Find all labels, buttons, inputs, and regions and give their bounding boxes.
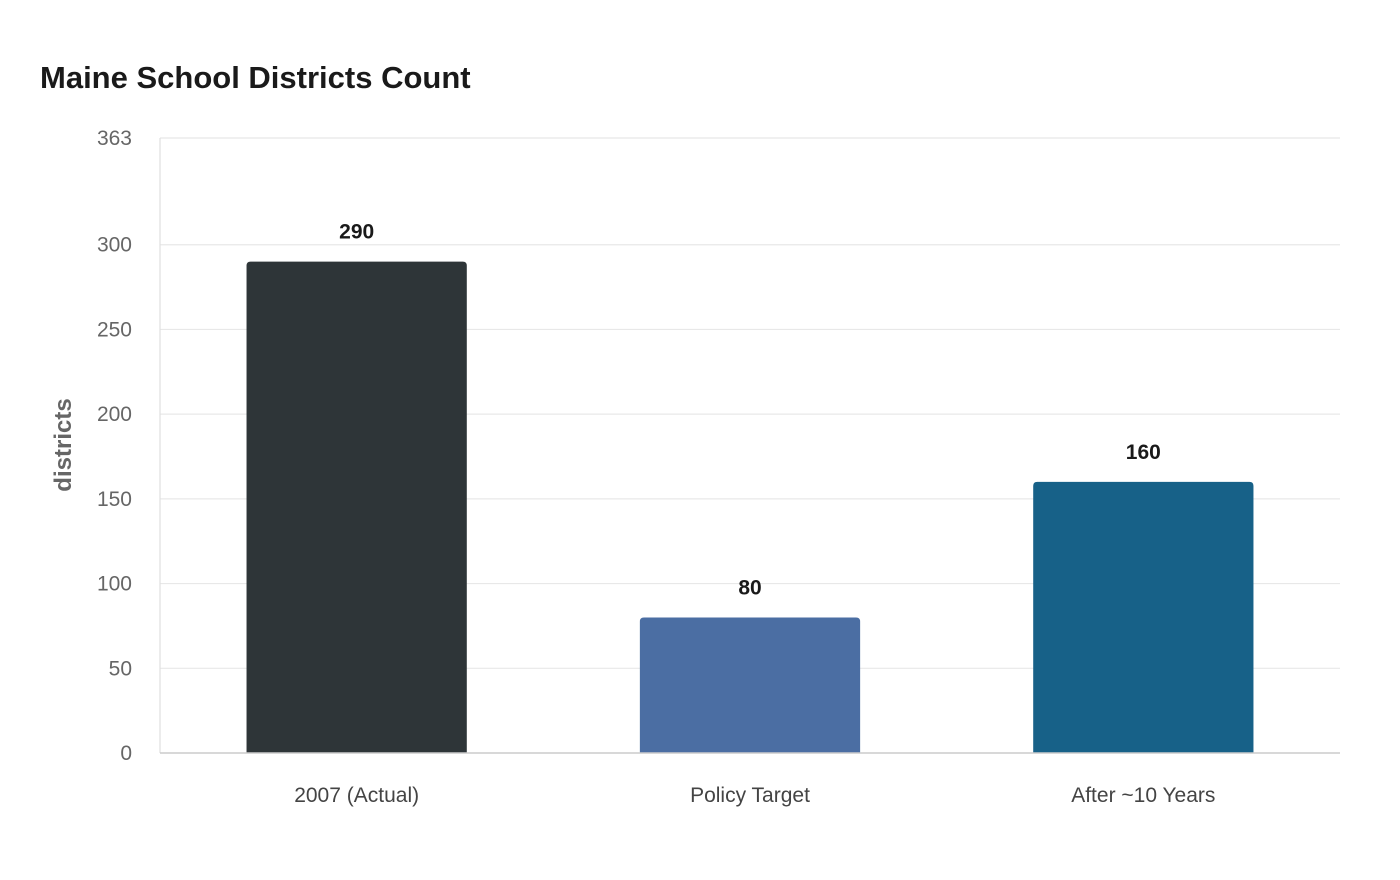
data-label-1: 290 xyxy=(339,221,374,244)
x-tick-label-3: After ~10 Years xyxy=(1071,784,1215,807)
x-tick-label-2: Policy Target xyxy=(690,784,810,807)
chart-title: Maine School Districts Count xyxy=(40,60,471,95)
y-tick-label-200: 200 xyxy=(97,403,132,426)
x-tick-label-1: 2007 (Actual) xyxy=(294,784,419,807)
y-tick-label-100: 100 xyxy=(97,573,132,596)
y-tick-label-150: 150 xyxy=(97,488,132,511)
y-tick-label-250: 250 xyxy=(97,318,132,341)
bar-3 xyxy=(1033,481,1254,753)
y-axis-title: districts xyxy=(50,398,77,491)
bar-layer xyxy=(246,261,1254,753)
label-layer: 0 50 100 150 200 250 300 363 290 2007 (Actual) 80 P… xyxy=(97,127,1215,807)
axis-layer xyxy=(159,138,1340,754)
y-tick-label-50: 50 xyxy=(109,657,132,680)
y-tick-label-363: 363 xyxy=(97,127,132,150)
y-tick-label-300: 300 xyxy=(97,234,132,257)
bar-1 xyxy=(246,261,467,753)
bar-2 xyxy=(639,617,861,753)
data-label-3: 160 xyxy=(1126,441,1161,464)
data-label-2: 80 xyxy=(738,576,761,599)
y-tick-label-0: 0 xyxy=(120,742,132,765)
